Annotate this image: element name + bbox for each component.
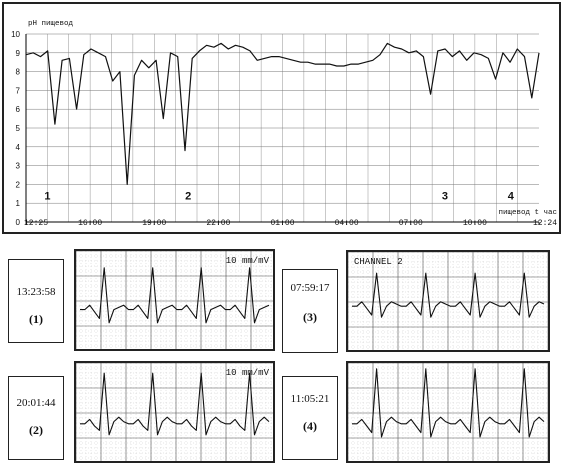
x-tick-label: 19:00 [142, 219, 166, 228]
x-tick-label: 12:24 [533, 219, 557, 228]
x-axis-label: пищевод t час [498, 209, 557, 217]
ecg-trace [80, 267, 270, 324]
ecg-time-3: 07:59:17 [290, 282, 330, 294]
ecg-trace [352, 368, 545, 438]
x-tick-label: 12:25 [24, 219, 48, 228]
y-tick-label: 8 [16, 68, 21, 77]
ecg-strip-1: 10 mm/mV [74, 249, 275, 351]
ecg-number-3: (3) [303, 310, 317, 324]
ecg-time-4: 11:05:21 [290, 393, 330, 405]
y-tick-label: 1 [16, 199, 21, 208]
ecg-time-1: 13:23:58 [16, 286, 56, 298]
ecg-annotation: 10 mm/mV [226, 368, 270, 378]
y-tick-label: 0 [16, 218, 21, 227]
y-tick-label: 9 [16, 49, 21, 58]
y-tick-label: 5 [16, 124, 21, 133]
y-tick-label: 4 [16, 143, 21, 152]
ecg-label-box-3: 07:59:17 (3) [282, 269, 338, 353]
marker-1: 1 [44, 190, 50, 202]
y-tick-label: 2 [16, 180, 21, 189]
ecg-trace [80, 372, 270, 436]
x-tick-label: 10:00 [463, 219, 487, 228]
ecg-trace [352, 272, 545, 318]
ph-chart-panel: 0 1 2 3 4 5 6 7 8 9 10 12:25 16:00 19:00 22:00 01:00 04:… [2, 2, 561, 234]
ecg-label-box-2: 20:01:44 (2) [8, 376, 64, 460]
ecg-chart-2: 10 mm/mV [75, 362, 273, 461]
ph-series-line [25, 42, 540, 185]
ecg-number-1: (1) [29, 312, 43, 326]
marker-2: 2 [185, 190, 191, 202]
ecg-chart-1: 10 mm/mV [75, 250, 273, 349]
y-axis-label: pH пищевод [28, 20, 74, 28]
y-tick-label: 6 [16, 105, 21, 114]
ph-chart: 0 1 2 3 4 5 6 7 8 9 10 12:25 16:00 19:00 22:00 01:00 04:… [11, 20, 557, 228]
x-tick-label: 22:00 [206, 219, 230, 228]
ecg-label-box-1: 13:23:58 (1) [8, 259, 64, 343]
marker-3: 3 [442, 190, 448, 202]
ecg-time-2: 20:01:44 [16, 397, 56, 409]
y-tick-label: 3 [16, 162, 21, 171]
ecg-strip-3: CHANNEL 2 [346, 250, 550, 352]
ecg-number-4: (4) [303, 419, 317, 433]
x-tick-label: 07:00 [399, 219, 423, 228]
ecg-chart-3: CHANNEL 2 [347, 251, 549, 350]
y-tick-label: 7 [16, 86, 21, 95]
x-tick-label: 04:00 [335, 219, 359, 228]
marker-4: 4 [508, 190, 515, 202]
x-tick-label: 01:00 [270, 219, 294, 228]
ecg-label-box-4: 11:05:21 (4) [282, 376, 338, 460]
ecg-strip-2: 10 mm/mV [74, 361, 275, 463]
ecg-annotation: 10 mm/mV [226, 256, 270, 266]
ecg-annotation: CHANNEL 2 [354, 257, 403, 267]
x-tick-label: 16:00 [78, 219, 102, 228]
y-tick-label: 10 [11, 30, 20, 39]
ecg-strip-4 [346, 361, 550, 463]
ecg-number-2: (2) [29, 423, 43, 437]
ecg-chart-4 [347, 362, 549, 461]
